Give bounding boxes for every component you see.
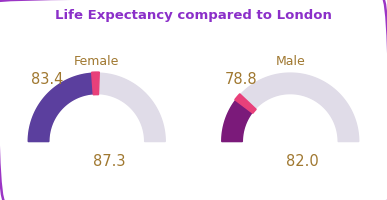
Text: 78.8: 78.8 xyxy=(224,72,257,87)
Polygon shape xyxy=(222,74,359,142)
Text: Life Expectancy compared to London: Life Expectancy compared to London xyxy=(55,9,332,22)
Polygon shape xyxy=(222,98,253,142)
Text: Female: Female xyxy=(74,55,120,68)
Text: Male: Male xyxy=(276,55,305,68)
Text: 87.3: 87.3 xyxy=(93,153,125,168)
Text: 83.4: 83.4 xyxy=(31,72,63,87)
Text: 82.0: 82.0 xyxy=(286,153,319,168)
Polygon shape xyxy=(235,94,256,114)
Polygon shape xyxy=(92,73,99,95)
Polygon shape xyxy=(28,74,165,142)
Polygon shape xyxy=(28,74,96,142)
